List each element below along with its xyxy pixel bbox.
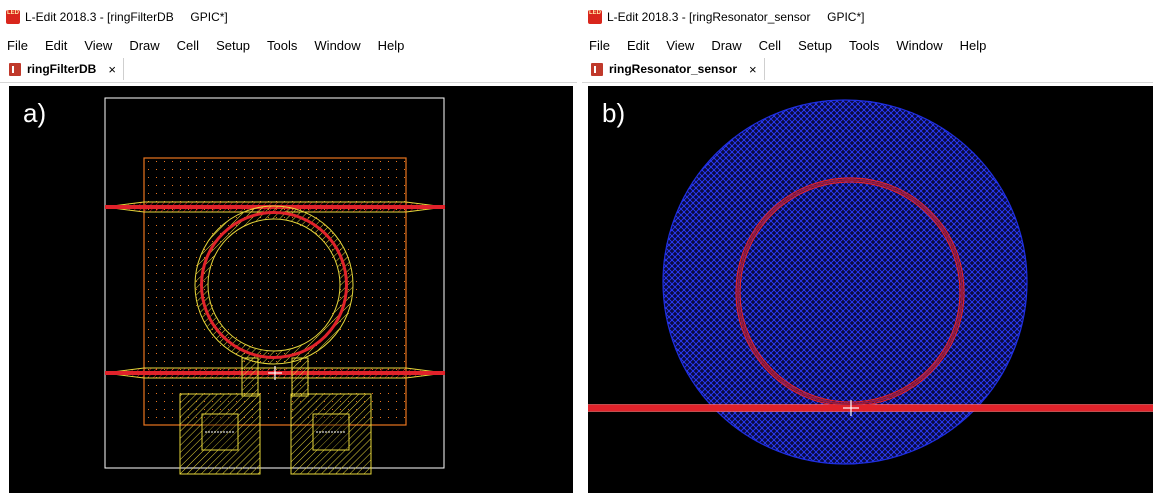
title-bar[interactable]: LED L-Edit 2018.3 - [ringFilterDB GPIC*] (0, 0, 577, 34)
cell-boundary (104, 97, 445, 469)
tab-label: ringFilterDB (27, 62, 97, 76)
app-logo-icon: LED (588, 10, 602, 24)
window-title: L-Edit 2018.3 - [ringResonator_sensor GP… (607, 10, 865, 24)
cladding-disk (662, 99, 1028, 465)
menu-draw[interactable]: Draw (711, 37, 742, 53)
tab-label: ringResonator_sensor (609, 62, 738, 76)
close-icon[interactable]: × (108, 61, 116, 77)
tab-ringresonator-sensor[interactable]: ringResonator_sensor × (586, 58, 765, 80)
contact-pad-right (290, 393, 372, 475)
menu-file[interactable]: File (7, 37, 28, 53)
panel-label: a) (23, 98, 47, 128)
ledit-window-ring-sensor: LED L-Edit 2018.3 - [ringResonator_senso… (582, 0, 1153, 493)
window-title: L-Edit 2018.3 - [ringFilterDB GPIC*] (25, 10, 228, 24)
layout-drawing (104, 97, 446, 475)
document-tab-bar: ringResonator_sensor × (582, 57, 1153, 83)
menu-cell[interactable]: Cell (176, 37, 200, 53)
panel-label: b) (602, 98, 626, 128)
menu-tools[interactable]: Tools (849, 37, 880, 53)
heater-lead-right (291, 357, 309, 397)
title-bar[interactable]: LED L-Edit 2018.3 - [ringResonator_senso… (582, 0, 1153, 34)
contact-pad-left (179, 393, 261, 475)
origin-crosshair-icon (843, 400, 859, 416)
menu-view[interactable]: View (666, 37, 695, 53)
menu-help[interactable]: Help (377, 37, 405, 53)
layout-drawing (588, 99, 1153, 465)
document-tab-bar: ringFilterDB × (0, 57, 577, 83)
menu-draw[interactable]: Draw (129, 37, 160, 53)
menu-window[interactable]: Window (314, 37, 361, 53)
heater-layer (143, 157, 407, 426)
layout-canvas[interactable]: a) (9, 86, 573, 493)
ledit-window-ring-filter: LED L-Edit 2018.3 - [ringFilterDB GPIC*]… (0, 0, 577, 493)
ring-resonator (194, 205, 354, 365)
layout-canvas[interactable]: b) (588, 86, 1153, 493)
app-logo-icon: LED (6, 10, 20, 24)
cell-tab-icon (591, 62, 603, 76)
menu-edit[interactable]: Edit (626, 37, 650, 53)
heater-lead-left (241, 357, 259, 397)
tab-ringfilterdb[interactable]: ringFilterDB × (4, 58, 124, 80)
menu-cell[interactable]: Cell (758, 37, 782, 53)
menu-window[interactable]: Window (896, 37, 943, 53)
menu-tools[interactable]: Tools (267, 37, 298, 53)
menu-setup[interactable]: Setup (216, 37, 251, 53)
menu-file[interactable]: File (589, 37, 610, 53)
bus-waveguide (588, 404, 1153, 412)
ring-resonator (735, 177, 965, 407)
close-icon[interactable]: × (749, 61, 757, 77)
menu-bar: File Edit View Draw Cell Setup Tools Win… (0, 34, 577, 56)
menu-setup[interactable]: Setup (798, 37, 833, 53)
cell-tab-icon (9, 62, 21, 76)
window-divider (577, 0, 582, 493)
origin-crosshair-icon (268, 366, 282, 380)
menu-view[interactable]: View (84, 37, 113, 53)
menu-bar: File Edit View Draw Cell Setup Tools Win… (582, 34, 1153, 56)
menu-edit[interactable]: Edit (44, 37, 68, 53)
menu-help[interactable]: Help (959, 37, 987, 53)
